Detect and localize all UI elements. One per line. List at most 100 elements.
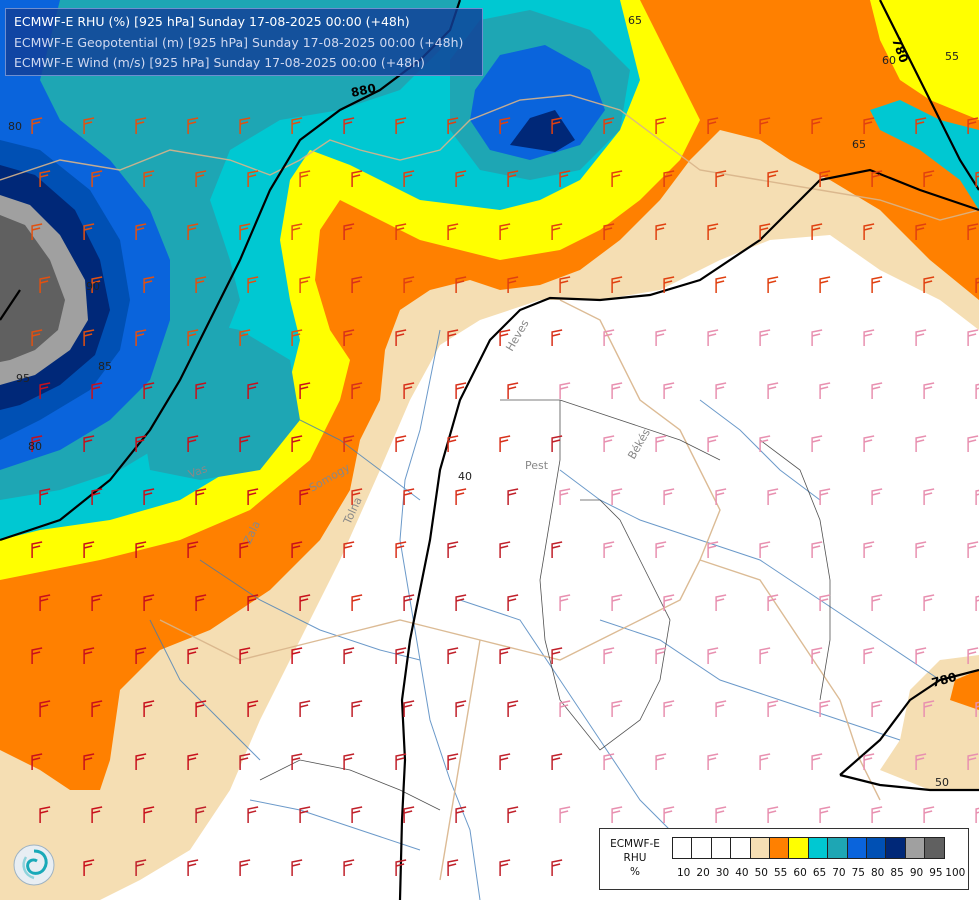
wind-barb (811, 753, 823, 770)
rhu-band-70-c (140, 320, 300, 480)
wind-barb (759, 117, 771, 134)
contour-label: 60 (882, 54, 896, 67)
wind-barb (655, 223, 667, 240)
legend-tick-label: 40 (735, 867, 749, 879)
wind-barb (915, 223, 927, 240)
wind-barb (343, 647, 355, 664)
legend-title-unit: % (630, 866, 640, 878)
wind-barb (707, 117, 719, 134)
wind-barb (135, 435, 147, 452)
wind-barb (135, 647, 147, 664)
wind-barb (187, 753, 199, 770)
wind-barb (551, 329, 563, 346)
wind-barb (187, 859, 199, 876)
wind-barb (715, 276, 727, 293)
wind-barb (187, 223, 199, 240)
legend-swatch (886, 838, 906, 858)
wind-barb (83, 541, 95, 558)
wind-barb (455, 806, 467, 823)
wind-barb (239, 541, 251, 558)
legend-swatch (789, 838, 809, 858)
wind-barb (759, 753, 771, 770)
wind-barb (863, 541, 875, 558)
rhu-legend: ECMWF-E RHU % 10 20 30 40 50 55 60 65 70 75 80 85 90… (599, 828, 969, 890)
rhu-band-85-ne (510, 110, 575, 152)
wind-barb (603, 753, 615, 770)
wind-barb (611, 700, 623, 717)
wind-barb (239, 647, 251, 664)
wind-barb (975, 701, 979, 717)
wind-barb (611, 382, 623, 399)
legend-tick-label: 50 (754, 867, 768, 879)
wind-barb (707, 753, 719, 770)
wind-barb (967, 223, 979, 240)
wind-barb (91, 170, 103, 187)
wind-barb (195, 170, 207, 187)
wind-barb (923, 170, 935, 187)
wind-barb (291, 647, 303, 664)
wind-barb (967, 435, 979, 452)
wind-barb (863, 329, 875, 346)
contour-label-group: 65 60 65 55 80 90 95 85 80 40 50 (8, 14, 959, 789)
wind-barb (299, 382, 311, 399)
wind-barb (655, 647, 667, 664)
wind-barb (247, 700, 259, 717)
wind-barb (507, 594, 519, 611)
wind-barb (291, 753, 303, 770)
wind-barb (83, 753, 95, 770)
wind-barb (395, 117, 407, 134)
wind-barb (923, 488, 935, 505)
wind-barb (83, 435, 95, 452)
wind-barb (91, 276, 103, 293)
wind-barb (663, 170, 675, 187)
wind-barb (767, 170, 779, 187)
wind-barb (291, 435, 303, 452)
contour-label: 55 (945, 50, 959, 63)
wind-barb (871, 700, 883, 717)
wind-barb (239, 435, 251, 452)
wind-barb (239, 859, 251, 876)
wind-barb (343, 435, 355, 452)
wind-barb (143, 170, 155, 187)
title-line-rhu: ECMWF-E RHU (%) [925 hPa] Sunday 17-08-2… (14, 14, 410, 29)
wind-barb (403, 170, 415, 187)
legend-swatch (808, 838, 829, 858)
wind-barb (923, 276, 935, 293)
wind-barb (551, 435, 563, 452)
wind-barb (863, 647, 875, 664)
legend-tick-label: 95 (929, 867, 943, 879)
wind-barb (351, 276, 363, 293)
wind-barb (975, 595, 979, 611)
wind-barb (83, 117, 95, 134)
legend-tick-label: 80 (871, 867, 885, 879)
title-line-geopotential: ECMWF-E Geopotential (m) [925 hPa] Sunda… (14, 34, 464, 50)
wind-barb (871, 276, 883, 293)
wind-barb (239, 117, 251, 134)
wind-barb (559, 700, 571, 717)
wind-barb (811, 435, 823, 452)
wind-barb (915, 753, 927, 770)
legend-swatch (905, 838, 926, 858)
wind-barb (975, 489, 979, 505)
legend-swatch (769, 838, 790, 858)
wind-barb (819, 488, 831, 505)
legend-tick-label: 90 (909, 867, 924, 879)
wind-barb (447, 647, 459, 664)
region-label: Pest (525, 459, 549, 472)
geopotential-label: 880 (350, 81, 377, 100)
wind-barb (499, 647, 511, 664)
wind-barb (663, 488, 675, 505)
wind-barb (299, 700, 311, 717)
legend-tick-label: 75 (851, 867, 865, 879)
wind-barb (715, 806, 727, 823)
wind-barb (31, 329, 43, 346)
wind-barb (767, 700, 779, 717)
legend-title-var: RHU (623, 852, 647, 864)
wind-barb (603, 541, 615, 558)
wind-barb (507, 806, 519, 823)
wind-barb (915, 329, 927, 346)
wind-barb (559, 170, 571, 187)
legend-tick-label: 100 (945, 867, 966, 879)
wind-barb (455, 170, 467, 187)
wind-barb (91, 806, 103, 823)
